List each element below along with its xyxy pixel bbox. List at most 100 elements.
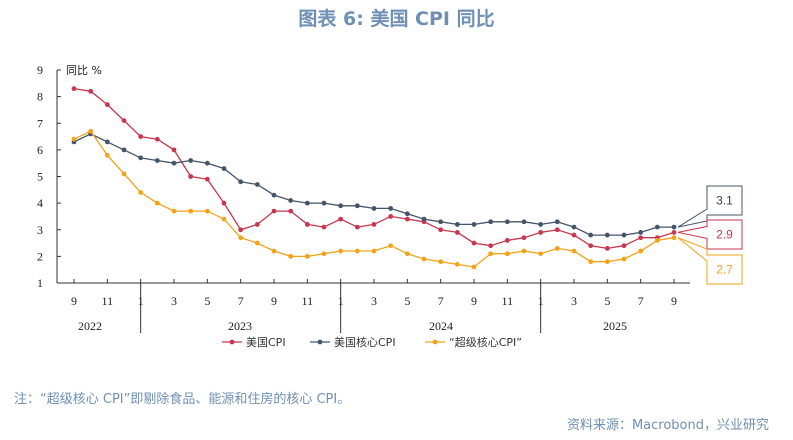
data-point (171, 160, 177, 166)
y-tick-label: 9 (37, 63, 43, 77)
data-point (554, 245, 560, 251)
data-point (338, 248, 344, 254)
data-point (271, 192, 277, 198)
legend-swatch-dot (317, 339, 323, 345)
data-point (304, 222, 310, 227)
data-point (321, 224, 327, 230)
data-point (271, 208, 277, 214)
data-point (354, 224, 360, 230)
x-tick-label: 11 (502, 294, 514, 308)
data-point (454, 222, 460, 227)
data-point (438, 227, 444, 233)
data-point (621, 243, 627, 249)
data-point (338, 203, 344, 209)
series-line-1 (73, 133, 674, 236)
data-point (338, 216, 344, 222)
data-point (204, 208, 210, 214)
data-point (604, 245, 610, 251)
data-point (588, 259, 594, 265)
data-point (88, 88, 94, 94)
data-point (321, 251, 327, 257)
data-point (371, 206, 377, 211)
data-point (504, 238, 510, 243)
data-point (638, 235, 644, 241)
data-point (488, 219, 494, 225)
x-tick-label: 9 (471, 294, 477, 308)
legend-swatch-dot (432, 339, 438, 345)
data-point (588, 232, 594, 238)
data-point (138, 155, 144, 161)
x-tick-label: 11 (102, 294, 114, 308)
chart-lines (71, 86, 677, 270)
x-tick-label: 3 (571, 294, 577, 308)
legend-label: 美国CPI (246, 336, 286, 349)
data-point (188, 174, 194, 179)
chart-source: 资料来源：Macrobond，兴业研究 (566, 418, 769, 433)
x-tick-label: 11 (302, 294, 314, 308)
data-point (404, 211, 410, 217)
x-tick-label: 5 (404, 294, 410, 308)
data-point (304, 253, 310, 259)
data-point (371, 248, 377, 254)
legend-label: “超级核心CPI” (449, 335, 522, 349)
data-point (171, 147, 177, 153)
data-point (521, 235, 527, 241)
data-point (138, 134, 144, 139)
legend-swatch-dot (229, 339, 235, 345)
data-point (71, 136, 77, 142)
data-point (154, 158, 160, 163)
data-point (238, 235, 244, 241)
data-point (121, 118, 127, 123)
y-tick-label: 3 (37, 223, 43, 237)
data-point (188, 208, 194, 214)
x-tick-label: 7 (638, 294, 644, 308)
data-point (121, 171, 127, 177)
data-point (271, 248, 277, 254)
data-point (604, 259, 610, 265)
y-tick-label: 5 (37, 170, 43, 184)
data-point (238, 179, 244, 185)
callout-box (677, 237, 743, 285)
callout-box (677, 219, 743, 250)
data-point (354, 203, 360, 209)
data-point (654, 224, 660, 230)
data-point (454, 261, 460, 267)
callout-box (677, 185, 743, 228)
data-point (304, 200, 310, 206)
data-point (288, 208, 294, 214)
data-point (221, 166, 227, 171)
data-point (538, 251, 544, 257)
data-point (571, 248, 577, 254)
data-point (654, 238, 660, 243)
data-point (638, 248, 644, 254)
data-point (588, 243, 594, 249)
data-point (454, 230, 460, 235)
y-tick-label: 4 (37, 196, 43, 210)
x-tick-label: 9 (671, 294, 677, 308)
data-point (471, 240, 477, 246)
y-tick-label: 1 (37, 276, 43, 290)
data-point (554, 219, 560, 225)
data-point (104, 139, 110, 145)
data-point (471, 264, 477, 270)
series-line-2 (73, 130, 675, 268)
y-tick-label: 7 (37, 116, 43, 130)
data-point (188, 158, 194, 163)
data-point (521, 219, 527, 225)
data-point (238, 227, 244, 233)
data-point (471, 222, 477, 227)
unit-label: 同比 % (66, 64, 102, 77)
chart-note: 注：“超级核心 CPI”即剔除食品、能源和住房的核心 CPI。 (14, 392, 351, 407)
data-point (104, 102, 110, 108)
data-point (121, 147, 127, 153)
data-point (571, 224, 577, 230)
data-point (521, 248, 527, 254)
chart-title: 图表 6: 美国 CPI 同比 (298, 8, 495, 30)
x-tick-label: 7 (438, 294, 444, 308)
x-tick-label: 7 (238, 294, 244, 308)
data-point (388, 214, 394, 219)
data-point (221, 200, 227, 206)
data-point (421, 256, 427, 262)
